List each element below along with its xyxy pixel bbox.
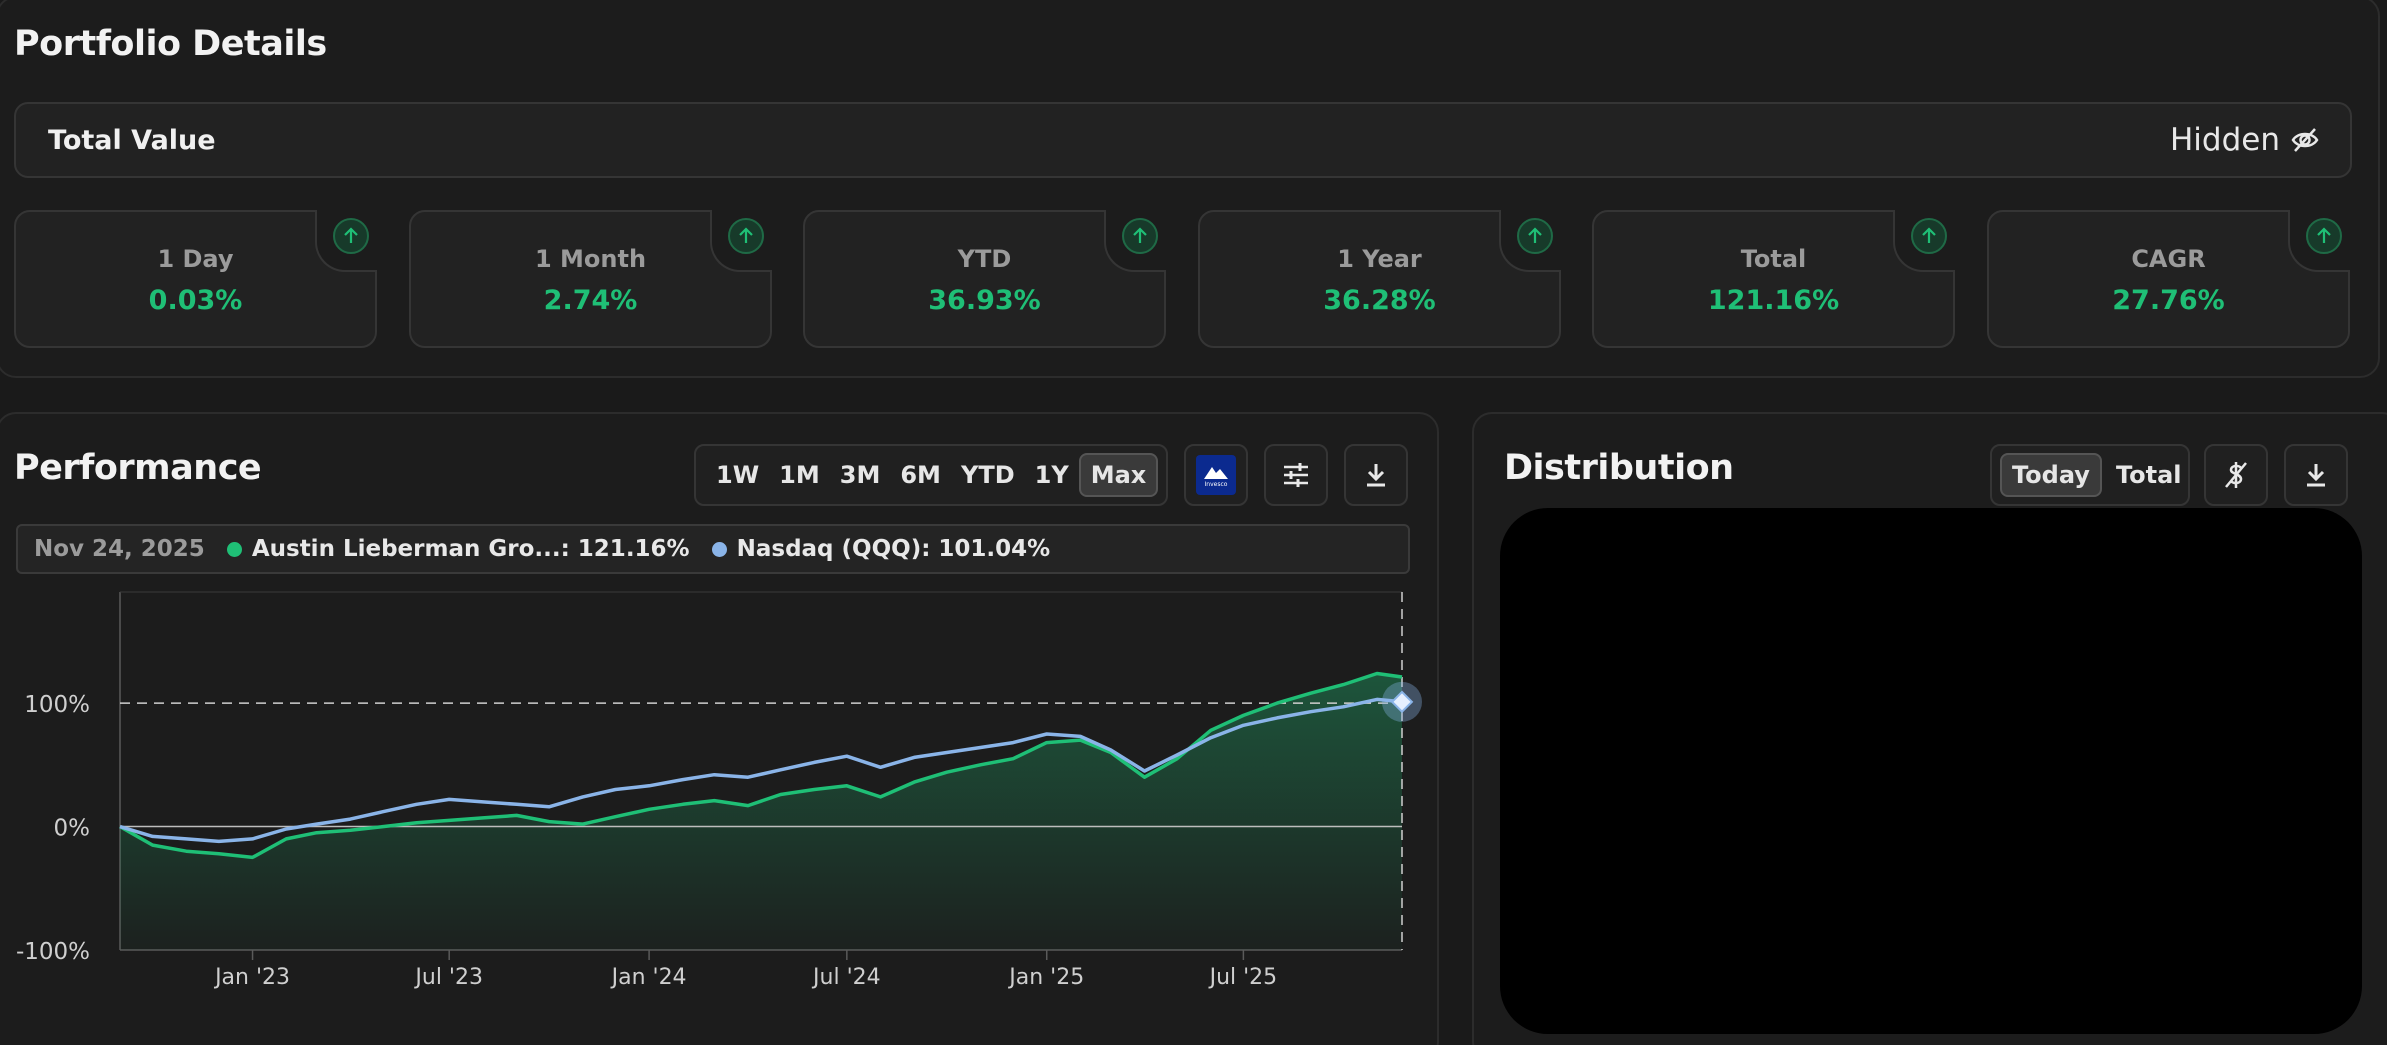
x-tick-label: Jul '24: [811, 965, 881, 990]
dollar-off-icon: [2225, 462, 2247, 488]
series-line-benchmark: [119, 697, 1403, 844]
tooltip-series-label: Austin Lieberman Gro...: 121.16%: [251, 536, 690, 562]
total-value-label: Total Value: [48, 125, 216, 156]
portfolio-summary-panel: [0, 0, 2380, 378]
stat-label: Total: [1740, 245, 1807, 273]
stat-label: YTD: [957, 245, 1012, 273]
y-tick-label: 100%: [24, 692, 90, 718]
stat-label: CAGR: [2131, 245, 2206, 273]
stat-label: 1 Month: [534, 245, 647, 273]
x-tick-label: Jul '25: [1208, 965, 1278, 990]
distribution-period-toggle: Today Total: [1990, 444, 2190, 506]
x-tick-label: Jan '23: [213, 965, 290, 990]
arrow-up-icon: [333, 218, 369, 254]
download-chart-button[interactable]: [1344, 444, 1408, 506]
stat-card-1-month: 1 Month 2.74%: [409, 210, 772, 348]
toggle-today-button[interactable]: Today: [2000, 453, 2102, 497]
total-value-bar: Total Value Hidden: [14, 102, 2352, 178]
range-1w-button[interactable]: 1W: [716, 461, 760, 489]
stat-card-ytd: YTD 36.93%: [803, 210, 1166, 348]
arrow-up-icon: [728, 218, 764, 254]
range-1m-button[interactable]: 1M: [779, 461, 820, 489]
y-tick-label: 0%: [54, 816, 91, 842]
stat-card-total: Total 121.16%: [1592, 210, 1955, 348]
invesco-logo-text: Invesco: [1204, 480, 1228, 488]
download-distribution-button[interactable]: [2284, 444, 2348, 506]
stat-card-1-year: 1 Year 36.28%: [1198, 210, 1561, 348]
arrow-up-icon: [1911, 218, 1947, 254]
stat-card-1-day: 1 Day 0.03%: [14, 210, 377, 348]
currency-toggle-button[interactable]: [2204, 444, 2268, 506]
invesco-logo-icon: Invesco: [1196, 455, 1236, 495]
x-tick-label: Jan '25: [1007, 965, 1084, 990]
series-dot-icon: [711, 541, 727, 557]
range-1y-button[interactable]: 1Y: [1034, 461, 1069, 489]
sliders-icon: [1284, 463, 1308, 487]
tooltip-series-benchmark: Nasdaq (QQQ): 101.04%: [711, 536, 1051, 562]
stat-value: 2.74%: [543, 285, 638, 316]
toggle-total-button[interactable]: Total: [2115, 461, 2182, 489]
performance-title: Performance: [14, 448, 262, 488]
stat-value: 27.76%: [2112, 285, 2225, 316]
range-max-button[interactable]: Max: [1078, 453, 1159, 497]
distribution-chart-area: [1500, 508, 2362, 1034]
x-tick-label: Jan '24: [610, 965, 687, 990]
download-icon: [2307, 464, 2325, 487]
distribution-title: Distribution: [1504, 448, 1734, 488]
stat-value: 0.03%: [148, 285, 243, 316]
range-3m-button[interactable]: 3M: [839, 461, 881, 489]
eye-off-icon: [2291, 128, 2319, 152]
arrow-up-icon: [2306, 218, 2342, 254]
tooltip-date: Nov 24, 2025: [34, 536, 205, 562]
tooltip-series-label: Nasdaq (QQQ): 101.04%: [736, 536, 1051, 562]
stat-card-cagr: CAGR 27.76%: [1987, 210, 2350, 348]
benchmark-select-button[interactable]: Invesco: [1184, 444, 1248, 506]
stat-value: 36.28%: [1323, 285, 1436, 316]
arrow-up-icon: [1122, 218, 1158, 254]
range-6m-button[interactable]: 6M: [900, 461, 941, 489]
y-tick-label: -100%: [16, 939, 90, 965]
performance-chart[interactable]: 100% 0% -100% Jan '23 Jul '23 Jan '24 Jul '24 J…: [0, 580, 1440, 1000]
arrow-up-icon: [1517, 218, 1553, 254]
page-title: Portfolio Details: [14, 24, 327, 64]
chart-tooltip-bar: Nov 24, 2025 Austin Lieberman Gro...: 12…: [16, 524, 1410, 574]
stat-value: 36.93%: [928, 285, 1041, 316]
stat-label: 1 Year: [1337, 245, 1422, 273]
total-value-hidden-text: Hidden: [2170, 122, 2280, 158]
range-ytd-button[interactable]: YTD: [960, 461, 1015, 489]
crosshair-marker: [1390, 690, 1414, 714]
range-selector: 1W 1M 3M 6M YTD 1Y Max: [694, 444, 1168, 506]
x-tick-label: Jul '23: [413, 965, 483, 990]
stat-value: 121.16%: [1707, 285, 1840, 316]
stat-label: 1 Day: [157, 245, 234, 273]
portfolio-area: [120, 673, 1402, 950]
tooltip-series-portfolio: Austin Lieberman Gro...: 121.16%: [226, 536, 690, 562]
chart-settings-button[interactable]: [1264, 444, 1328, 506]
total-value-visibility-toggle[interactable]: Hidden: [2170, 122, 2320, 158]
download-icon: [1367, 464, 1385, 487]
series-dot-icon: [226, 541, 242, 557]
